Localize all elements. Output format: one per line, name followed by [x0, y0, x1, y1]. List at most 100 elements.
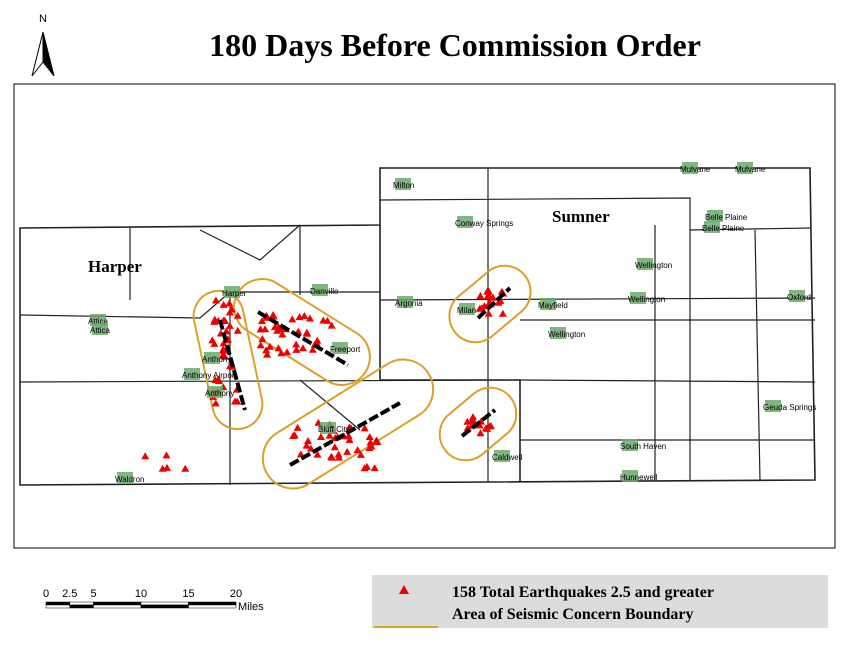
earthquake	[262, 313, 271, 321]
town-area	[682, 162, 698, 174]
earthquake	[211, 296, 220, 304]
earthquake	[233, 311, 242, 319]
earthquake	[360, 424, 369, 432]
town-label: Anthony	[202, 355, 231, 364]
earthquake	[463, 417, 472, 425]
town-label: Belle Plaine	[702, 224, 745, 233]
earthquake	[319, 316, 328, 324]
scale-label: 10	[135, 588, 147, 600]
earthquake	[292, 345, 301, 353]
town-area	[184, 368, 200, 380]
earthquake	[257, 317, 266, 325]
earthquake	[277, 325, 286, 333]
earthquake	[313, 336, 322, 344]
town-area	[622, 470, 638, 482]
earthquake	[327, 321, 336, 329]
town-area	[637, 258, 653, 270]
town-area	[737, 162, 753, 174]
earthquake	[345, 435, 354, 443]
earthquake	[256, 341, 265, 349]
earthquake	[219, 300, 228, 308]
earthquake	[278, 330, 287, 338]
earthquake	[211, 399, 220, 407]
earthquake	[483, 292, 492, 300]
earthquake	[219, 339, 228, 347]
earthquake	[233, 326, 242, 334]
town-area	[622, 439, 638, 451]
town-label: Oxford	[787, 293, 811, 302]
town-label: Wellington	[635, 261, 672, 270]
earthquake	[483, 424, 492, 432]
scale-segment	[69, 604, 94, 609]
earthquake	[266, 342, 275, 350]
scale-label: 20	[230, 588, 242, 600]
scale-label: 0	[43, 588, 49, 600]
town-label: Mulvane	[680, 165, 711, 174]
earthquake	[270, 323, 279, 331]
town-area	[550, 327, 566, 339]
town-area	[332, 342, 348, 354]
earthquake	[302, 329, 311, 337]
earthquake	[298, 344, 307, 352]
earthquake	[308, 345, 317, 353]
town-label: Attica	[88, 317, 109, 326]
town-area	[704, 221, 720, 233]
town-area	[765, 400, 781, 412]
faults	[218, 286, 512, 467]
town-label: Anthony	[205, 389, 234, 398]
earthquake	[181, 464, 190, 472]
earthquake	[335, 453, 344, 461]
earthquake	[288, 315, 297, 323]
region-label: Sumner	[552, 207, 610, 226]
earthquake	[262, 346, 271, 354]
earthquake	[208, 336, 217, 344]
earthquake	[477, 304, 486, 312]
legend-label: 158 Total Earthquakes 2.5 and greater	[452, 584, 714, 601]
town-label: Milton	[393, 181, 414, 190]
scale-label: 15	[182, 588, 194, 600]
town-label: Argonia	[395, 299, 423, 308]
earthquake	[225, 321, 234, 329]
town-area	[117, 472, 133, 484]
town-label: Wellington	[548, 330, 585, 339]
town-label: Hunnewell	[620, 473, 658, 482]
scale-segment	[140, 601, 189, 606]
north-label: N	[39, 13, 47, 25]
town-label: Anthony Airport	[182, 371, 237, 380]
earthquake	[141, 452, 150, 460]
town-area	[204, 352, 220, 364]
towns: Milton Mulvane Mulvane Conway Springs Belle …	[88, 162, 816, 484]
legend-label: Area of Seismic Concern Boundary	[452, 606, 693, 623]
town-label: South Haven	[620, 442, 666, 451]
earthquake	[353, 446, 362, 454]
earthquake	[283, 348, 292, 356]
earthquake	[476, 429, 485, 437]
town-label: Wellington	[628, 295, 665, 304]
earthquake	[289, 432, 298, 440]
earthquake	[231, 397, 240, 405]
town-area	[707, 210, 723, 222]
town-label: Geuda Springs	[763, 403, 816, 412]
town-area	[459, 303, 475, 315]
scale-segment	[188, 604, 237, 609]
earthquake	[261, 325, 270, 333]
earthquake	[356, 450, 365, 458]
earthquake	[277, 349, 286, 357]
scale-unit: Miles	[238, 601, 264, 613]
scale-segment	[93, 604, 142, 609]
town-label: Waldron	[115, 475, 145, 484]
town-label: Harper	[222, 289, 247, 298]
legend-box	[372, 575, 828, 628]
region-label: Harper	[88, 257, 142, 276]
earthquake	[227, 305, 236, 313]
town-area	[630, 292, 646, 304]
earthquake	[214, 375, 223, 383]
earthquake	[498, 309, 507, 317]
town-area	[397, 296, 413, 308]
scale-segment	[45, 601, 70, 606]
earthquake	[162, 451, 171, 459]
earthquake	[366, 438, 375, 446]
map-frame	[13, 83, 836, 549]
town-label: Mulvane	[735, 165, 766, 174]
earthquake	[496, 296, 505, 304]
